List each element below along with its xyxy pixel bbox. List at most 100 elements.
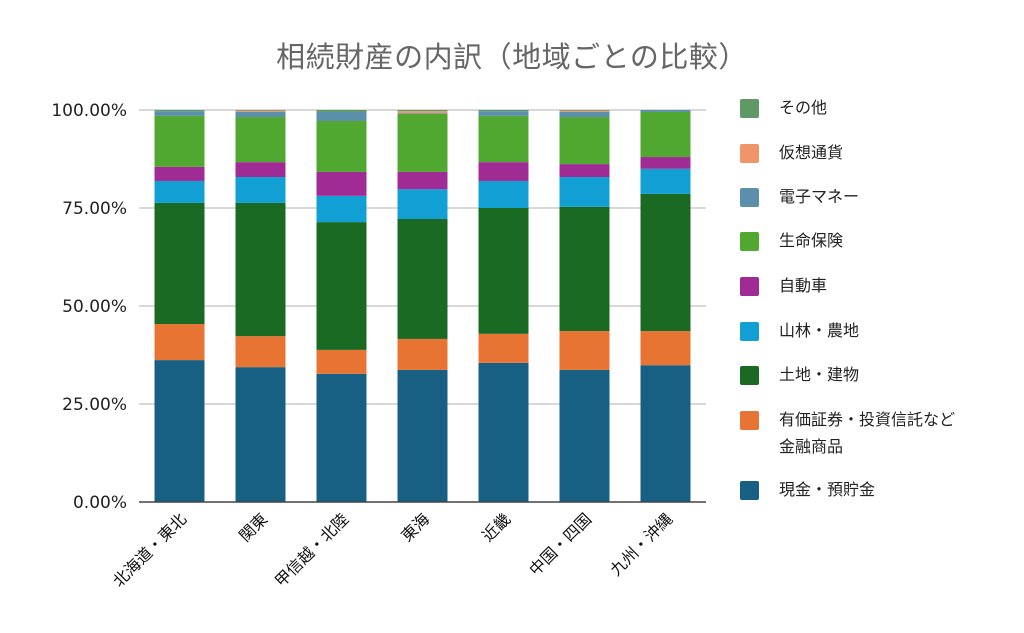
bar-segment (235, 110, 286, 112)
legend-swatch (740, 144, 759, 163)
bar-segment (235, 162, 286, 178)
bar-segment (316, 120, 367, 172)
bar-segment (478, 333, 529, 363)
bar-segment (397, 218, 448, 339)
bar-segment (154, 115, 205, 167)
bar-segment (154, 324, 205, 361)
legend-item: 生命保険 (740, 231, 1009, 254)
bar-segment (154, 360, 205, 502)
bar-segment (478, 208, 529, 334)
legend-label: 電子マネー (779, 187, 860, 206)
bar-segment (397, 110, 448, 112)
x-axis-ticks: 北海道・東北 関東 甲信越・北陸 東海 近畿 中国・四国 九州・沖縄 (109, 509, 676, 590)
bar-segment (478, 180, 529, 208)
legend-swatch (740, 99, 759, 118)
legend-swatch (740, 481, 759, 500)
bar-segment (478, 362, 529, 502)
bar-segment (559, 111, 610, 118)
bar-segment (235, 177, 286, 203)
x-tick-label: 東海 (397, 509, 433, 545)
legend-label: 生命保険 (779, 231, 844, 250)
bar-segment (316, 111, 367, 121)
legend-item: 山林・農地 (740, 321, 1009, 344)
legend-label: 自動車 (779, 276, 828, 295)
x-tick-label: 甲信越・北陸 (271, 509, 352, 590)
bar-stack (154, 110, 205, 502)
bar-segment (640, 331, 691, 366)
bar-segment (235, 110, 286, 111)
legend-item: 仮想通貨 (740, 143, 1009, 166)
bar-segment (154, 180, 205, 203)
bar-segment (397, 113, 448, 172)
bar-segment (235, 111, 286, 118)
legend-swatch (740, 411, 759, 430)
x-tick-label: 中国・四国 (525, 509, 595, 579)
legend-item: その他 (740, 98, 1009, 121)
bar-segment (559, 369, 610, 502)
bar-segment (559, 177, 610, 207)
legend-swatch (740, 366, 759, 385)
bar-segment (559, 110, 610, 112)
bar-segment (640, 111, 691, 158)
bar-segment (154, 202, 205, 325)
legend-item: 電子マネー (740, 187, 1009, 210)
bar-segment (559, 117, 610, 165)
bar-stack (559, 110, 610, 502)
bar-segment (154, 110, 205, 112)
bar-stack (397, 110, 448, 502)
legend-swatch (740, 322, 759, 341)
legend-item: 自動車 (740, 276, 1009, 299)
bar-stack (640, 110, 691, 502)
legend-swatch (740, 188, 759, 207)
bar-stack (316, 110, 367, 502)
bars (154, 110, 691, 502)
legend-label: その他 (779, 98, 828, 117)
x-tick-label: 近畿 (478, 509, 514, 545)
y-tick-label: 0.00% (73, 493, 127, 513)
legend-label: 土地・建物 (779, 365, 860, 384)
bar-segment (640, 157, 691, 169)
bar-segment (316, 222, 367, 350)
legend-item: 有価証券・投資信託など 金融商品 (740, 410, 1009, 460)
legend-swatch (740, 277, 759, 296)
bar-segment (640, 110, 691, 112)
bar-segment (154, 166, 205, 181)
bar-segment (316, 349, 367, 374)
bar-segment (397, 171, 448, 190)
legend-label: 有価証券・投資信託など 金融商品 (779, 410, 956, 456)
bar-segment (154, 111, 205, 116)
bar-segment (397, 189, 448, 219)
legend-label: 現金・預貯金 (779, 480, 876, 499)
bar-segment (316, 110, 367, 112)
legend-swatch (740, 232, 759, 251)
legend-item: 現金・預貯金 (740, 480, 1009, 503)
bar-segment (640, 365, 691, 502)
y-axis-ticks: 0.00% 25.00% 50.00% 75.00% 100.00% (51, 101, 127, 513)
x-tick-label: 北海道・東北 (109, 509, 190, 590)
legend-label: 仮想通貨 (779, 143, 844, 162)
bar-stack (478, 110, 529, 502)
bar-segment (559, 206, 610, 332)
bar-segment (235, 117, 286, 163)
bar-segment (559, 331, 610, 370)
y-tick-label: 100.00% (51, 101, 127, 121)
bar-segment (397, 111, 448, 114)
bar-segment (397, 113, 448, 114)
bar-segment (478, 162, 529, 181)
bar-segment (397, 369, 448, 502)
bar-segment (559, 164, 610, 178)
bar-segment (316, 195, 367, 223)
bar-segment (235, 336, 286, 368)
bar-segment (478, 115, 529, 163)
bar-segment (640, 193, 691, 332)
y-tick-label: 75.00% (62, 199, 127, 219)
bar-segment (478, 110, 529, 112)
bar-segment (559, 110, 610, 111)
bar-segment (397, 338, 448, 370)
legend-item: 土地・建物 (740, 365, 1009, 388)
bar-segment (478, 111, 529, 116)
x-tick-label: 九州・沖縄 (606, 509, 676, 579)
y-tick-label: 50.00% (62, 297, 127, 317)
x-tick-label: 関東 (235, 509, 271, 545)
bar-segment (235, 367, 286, 502)
